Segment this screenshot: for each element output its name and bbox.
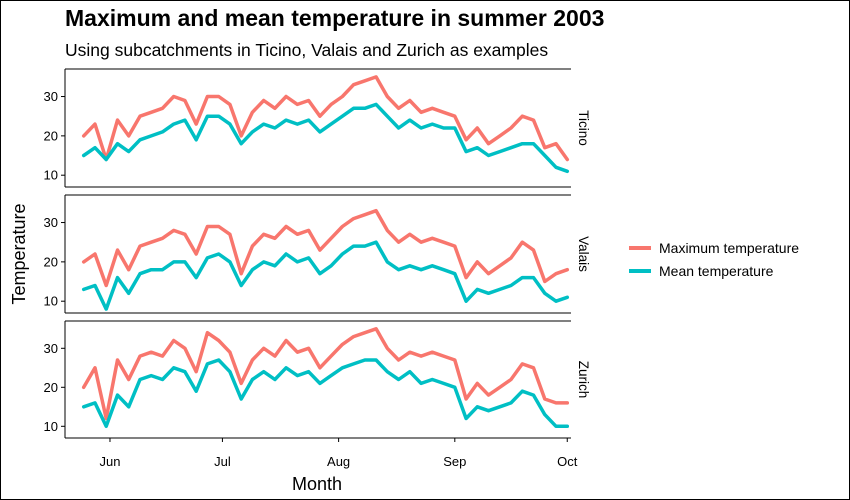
x-tick-label: Aug bbox=[327, 454, 350, 469]
x-axis-title: Month bbox=[292, 474, 342, 494]
facet-panel-zurich: 10 20 30 Zurich bbox=[44, 320, 591, 439]
series-line-max-ticino bbox=[81, 75, 570, 162]
x-tick-label: Jul bbox=[214, 454, 231, 469]
x-tick-label: Oct bbox=[557, 454, 578, 469]
x-axis: Jun Jul Aug Sep Oct bbox=[99, 438, 578, 469]
facet-panel-ticino: 10 20 30 Ticino bbox=[44, 68, 591, 188]
y-tick-label: 10 bbox=[44, 294, 58, 309]
series-line-max-zurich bbox=[81, 327, 570, 421]
legend-label-mean: Mean temperature bbox=[659, 263, 774, 279]
x-tick-label: Sep bbox=[443, 454, 466, 469]
facet-strip-label: Ticino bbox=[576, 110, 591, 146]
y-tick-label: 10 bbox=[44, 419, 58, 434]
y-tick-label: 10 bbox=[44, 168, 58, 183]
x-tick-label: Jun bbox=[99, 454, 120, 469]
series-line-max-valais bbox=[81, 208, 570, 288]
chart-subtitle: Using subcatchments in Ticino, Valais an… bbox=[65, 40, 549, 60]
y-tick-label: 30 bbox=[44, 215, 58, 230]
y-tick-label: 20 bbox=[44, 254, 58, 269]
legend-label-max: Maximum temperature bbox=[659, 240, 799, 256]
facet-panel-valais: 10 20 30 Valais bbox=[44, 194, 591, 314]
facet-strip-label: Zurich bbox=[576, 361, 591, 399]
chart-title: Maximum and mean temperature in summer 2… bbox=[65, 5, 605, 31]
series-line-mean-valais bbox=[81, 240, 570, 311]
legend: Maximum temperature Mean temperature bbox=[629, 240, 799, 279]
facet-strip-label: Valais bbox=[576, 236, 591, 272]
series-line-mean-ticino bbox=[81, 102, 570, 174]
y-tick-label: 30 bbox=[44, 341, 58, 356]
y-axis-title: Temperature bbox=[9, 203, 29, 304]
series-line-mean-zurich bbox=[81, 358, 570, 429]
y-tick-label: 20 bbox=[44, 128, 58, 143]
y-tick-label: 20 bbox=[44, 380, 58, 395]
y-tick-label: 30 bbox=[44, 89, 58, 104]
